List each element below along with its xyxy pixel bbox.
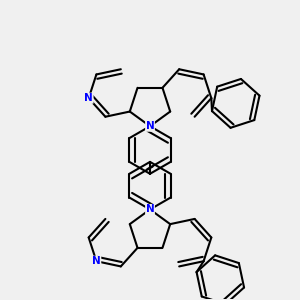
Text: N: N <box>92 256 101 266</box>
Text: N: N <box>146 204 154 214</box>
Text: N: N <box>146 121 154 131</box>
Text: N: N <box>84 93 93 103</box>
